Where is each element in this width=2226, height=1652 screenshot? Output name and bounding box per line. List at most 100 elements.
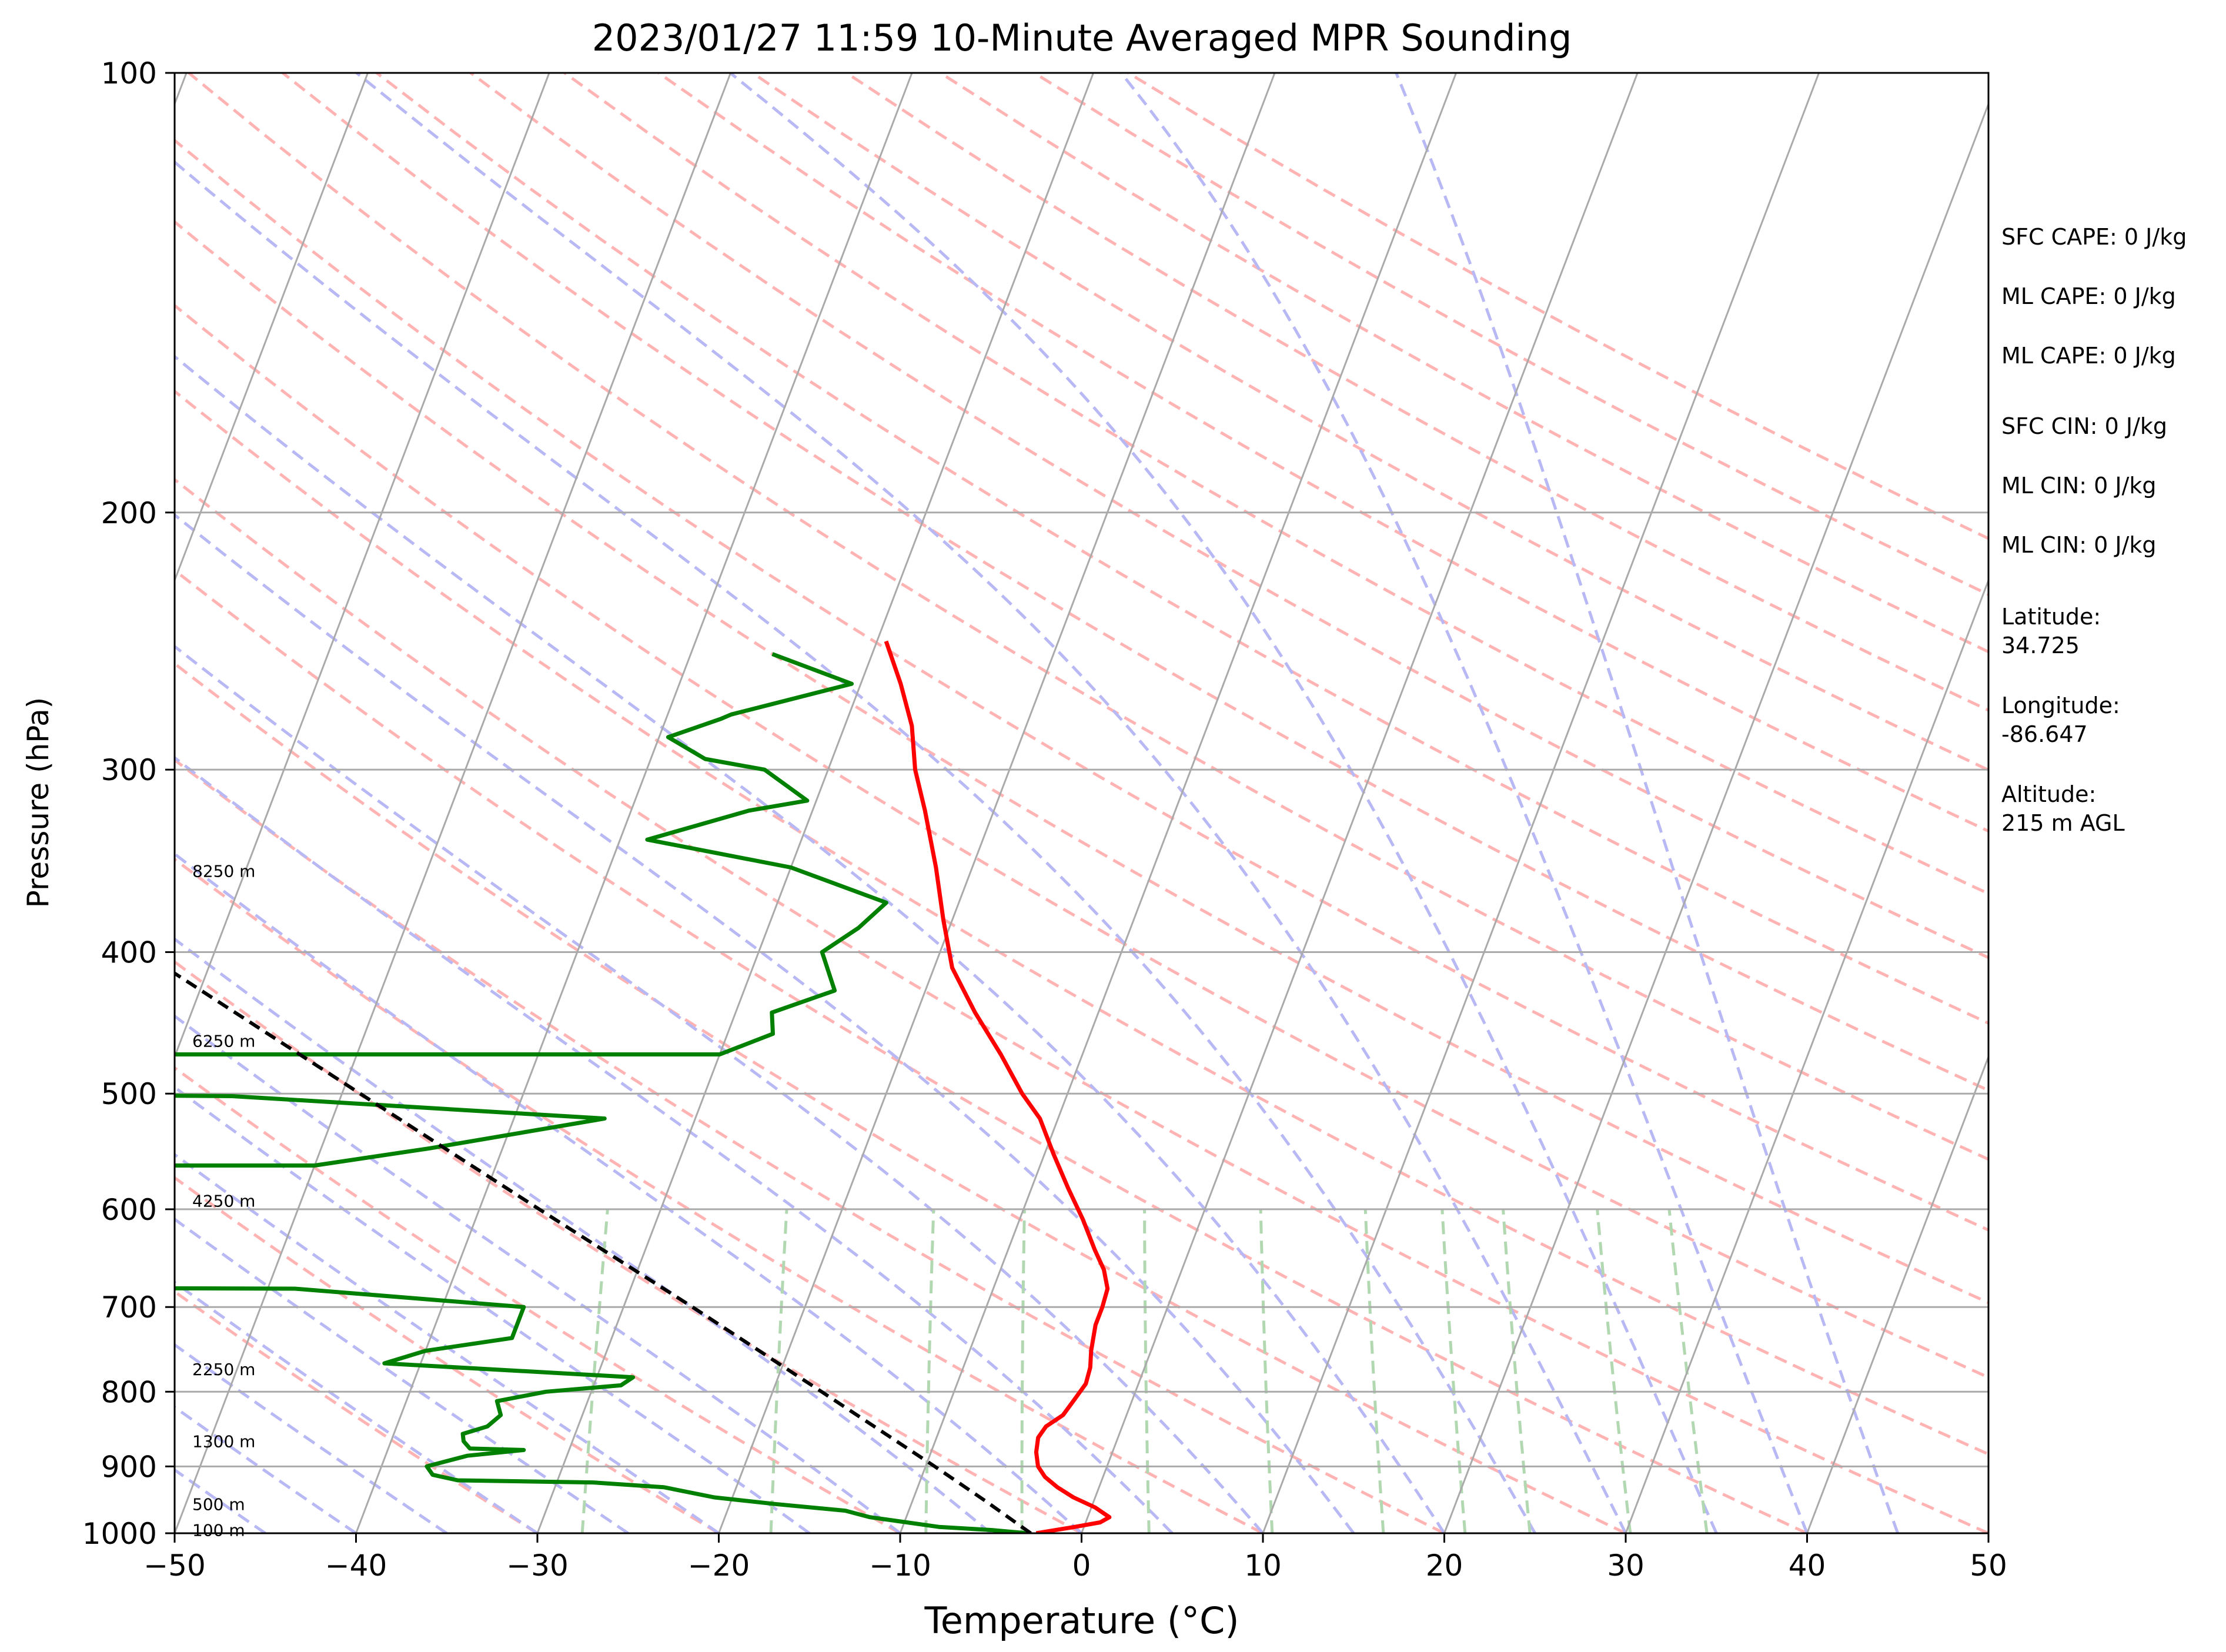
x-tick-label: 40 — [1789, 1549, 1826, 1583]
height-label: 1300 m — [192, 1432, 255, 1452]
dry-adiabat — [175, 389, 1988, 1456]
dry-adiabat — [175, 857, 1264, 1533]
mixing-ratio-line — [1596, 1209, 1632, 1533]
y-axis-label: Pressure (hPa) — [21, 697, 55, 908]
x-tick-label: 10 — [1244, 1549, 1282, 1583]
y-tick-label: 1000 — [82, 1517, 157, 1551]
height-label: 6250 m — [192, 1031, 255, 1051]
moist-adiabat — [175, 1405, 357, 1533]
isotherm — [718, 73, 1276, 1533]
moist-adiabat — [1119, 73, 1809, 1533]
isotherm — [355, 73, 913, 1533]
altitude-label: Altitude: — [2001, 781, 2096, 807]
height-label: 4250 m — [192, 1191, 255, 1210]
isotherm — [899, 73, 1458, 1533]
x-axis-label: Temperature (°C) — [924, 1599, 1239, 1642]
y-tick-label: 200 — [101, 496, 157, 530]
dry-adiabat — [845, 73, 1988, 712]
moist-adiabat — [175, 644, 1264, 1533]
moist-adiabat — [175, 755, 1174, 1533]
isotherm — [1806, 1054, 1988, 1533]
x-tick-label: 0 — [1072, 1549, 1091, 1583]
y-tick-label: 100 — [101, 56, 157, 91]
y-tick-label: 900 — [101, 1450, 157, 1484]
series-line-0 — [884, 640, 1112, 1533]
latitude-label: Latitude: — [2001, 604, 2101, 630]
height-label: 100 m — [192, 1521, 245, 1540]
height-label: 8250 m — [192, 862, 255, 881]
isotherm — [1262, 73, 1820, 1533]
x-tick-label: −30 — [506, 1549, 569, 1583]
ml-cape-text: ML CAPE: 0 J/kg — [2001, 283, 2176, 309]
moist-adiabat — [175, 160, 1536, 1533]
dry-adiabat — [175, 959, 1082, 1533]
isotherm — [175, 73, 369, 583]
mixing-ratio-line — [1020, 1209, 1026, 1533]
mixing-ratio-line — [769, 1209, 788, 1533]
dry-adiabat — [282, 73, 1988, 1092]
mixing-ratio-line — [1143, 1209, 1151, 1533]
dry-adiabat — [175, 477, 1988, 1533]
moist-adiabat — [1395, 73, 1900, 1533]
sounding-traces — [175, 640, 1112, 1533]
isotherm — [175, 73, 732, 1533]
latitude-value: 34.725 — [2001, 633, 2080, 658]
dry-adiabat — [469, 73, 1988, 959]
isotherm — [1081, 73, 1639, 1533]
moist-adiabat — [175, 513, 1355, 1533]
isotherm — [0, 73, 5, 1533]
ml-cape-text-2: ML CAPE: 0 J/kg — [2001, 343, 2176, 369]
plot-frame — [173, 72, 1990, 1534]
y-tick-label: 600 — [101, 1193, 157, 1227]
series-line-2 — [175, 971, 1032, 1533]
dry-adiabat — [175, 568, 1808, 1533]
moist-adiabat — [175, 1152, 720, 1533]
x-tick-label: 30 — [1607, 1549, 1645, 1583]
height-label: 2250 m — [192, 1360, 255, 1379]
height-label: 500 m — [192, 1494, 245, 1514]
chart-title: 2023/01/27 11:59 10-Minute Averaged MPR … — [592, 16, 1572, 59]
y-tick-label: 500 — [101, 1077, 157, 1111]
y-tick-label: 300 — [101, 753, 157, 787]
altitude-value: 215 m AGL — [2001, 810, 2125, 836]
isotherm — [536, 73, 1095, 1533]
mixing-ratio-line — [1502, 1209, 1532, 1533]
background-lines — [0, 73, 1988, 1533]
mixing-ratio-line — [1259, 1209, 1274, 1533]
ml-cin-text: ML CIN: 0 J/kg — [2001, 473, 2156, 499]
longitude-value: -86.647 — [2001, 721, 2088, 747]
moist-adiabat — [175, 852, 1083, 1533]
moist-adiabat — [175, 1280, 539, 1533]
side-panel: SFC CAPE: 0 J/kg ML CAPE: 0 J/kg ML CAPE… — [2001, 224, 2187, 836]
ml-cin-text-2: ML CIN: 0 J/kg — [2001, 532, 2156, 558]
x-tick-label: 50 — [1970, 1549, 2007, 1583]
moist-adiabat — [175, 1343, 448, 1533]
longitude-label: Longitude: — [2001, 693, 2120, 718]
series-line-1 — [175, 652, 1028, 1533]
sfc-cape-text: SFC CAPE: 0 J/kg — [2001, 224, 2187, 250]
x-tick-label: −40 — [325, 1549, 387, 1583]
y-axis-ticks: 100 200 300 400 500 600 700 800 900 1000 — [82, 56, 175, 1551]
dry-adiabat — [657, 73, 1988, 833]
isotherm — [175, 73, 550, 1059]
mixing-ratio-line — [1440, 1209, 1467, 1533]
x-tick-label: −20 — [688, 1549, 750, 1583]
x-tick-label: 20 — [1426, 1549, 1463, 1583]
dry-adiabat — [175, 1066, 901, 1533]
moist-adiabat — [175, 1085, 811, 1533]
dry-adiabat — [175, 138, 1988, 1232]
y-tick-label: 700 — [101, 1290, 157, 1325]
isotherm — [1625, 577, 1988, 1533]
dry-adiabat — [175, 1290, 539, 1533]
moist-adiabat — [175, 937, 992, 1533]
moist-adiabat — [729, 73, 1718, 1533]
dry-adiabat — [175, 758, 1445, 1533]
moist-adiabat — [355, 73, 1627, 1533]
isotherm — [1443, 101, 1988, 1533]
height-labels: 100 m 500 m 1300 m 2250 m 4250 m 6250 m 8250 m — [192, 862, 255, 1540]
sfc-cin-text: SFC CIN: 0 J/kg — [2001, 413, 2167, 439]
isobar-gridlines — [175, 73, 1988, 1533]
y-tick-label: 800 — [101, 1375, 157, 1409]
moist-adiabat — [175, 355, 1446, 1533]
